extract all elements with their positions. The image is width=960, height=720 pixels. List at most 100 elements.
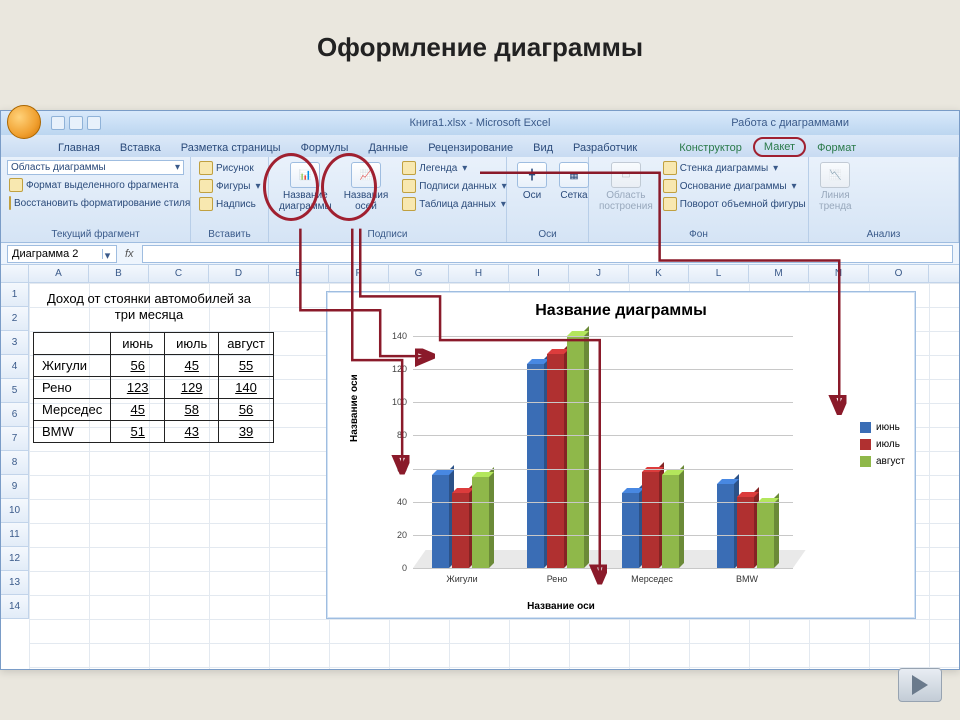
bar[interactable]	[432, 475, 449, 568]
axis-titles-button[interactable]: 📈 Названия осей	[340, 160, 393, 214]
tab-review[interactable]: Рецензирование	[419, 139, 522, 157]
bar[interactable]	[642, 472, 659, 568]
col-header[interactable]: B	[89, 265, 149, 282]
table-cell[interactable]: 140	[219, 376, 274, 398]
table-cell[interactable]: 123	[111, 376, 165, 398]
col-header[interactable]: N	[809, 265, 869, 282]
table-cell[interactable]: 58	[165, 398, 219, 420]
table-cell[interactable]: BMW	[34, 420, 111, 442]
y-axis-title[interactable]: Название оси	[349, 374, 360, 442]
qat-save-icon[interactable]	[51, 116, 65, 130]
row-header[interactable]: 2	[1, 307, 29, 331]
table-cell[interactable]: Жигули	[34, 354, 111, 376]
table-cell[interactable]: 39	[219, 420, 274, 442]
table-cell[interactable]: 129	[165, 376, 219, 398]
tab-layout[interactable]: Макет	[753, 137, 806, 157]
row-header[interactable]: 11	[1, 523, 29, 547]
table-cell[interactable]: август	[219, 332, 274, 354]
row-header[interactable]: 10	[1, 499, 29, 523]
bar[interactable]	[662, 475, 679, 568]
row-header[interactable]: 13	[1, 571, 29, 595]
table-cell[interactable]: 45	[111, 398, 165, 420]
row-header[interactable]: 12	[1, 547, 29, 571]
tab-formulas[interactable]: Формулы	[292, 139, 358, 157]
row-header[interactable]: 6	[1, 403, 29, 427]
bar[interactable]	[547, 354, 564, 568]
x-axis-title[interactable]: Название оси	[327, 601, 795, 612]
tab-developer[interactable]: Разработчик	[564, 139, 646, 157]
row-header[interactable]: 4	[1, 355, 29, 379]
office-button[interactable]	[7, 105, 41, 139]
table-cell[interactable]: 43	[165, 420, 219, 442]
table-cell[interactable]: июль	[165, 332, 219, 354]
reset-style-button[interactable]: Восстановить форматирование стиля	[7, 195, 184, 211]
qat-undo-icon[interactable]	[69, 116, 83, 130]
chart-element-dropdown[interactable]: Область диаграммы▾	[7, 160, 184, 175]
bar[interactable]	[717, 484, 734, 569]
bar[interactable]	[737, 497, 754, 568]
gridlines-button[interactable]: ▦Сетка	[555, 160, 593, 203]
col-header[interactable]: K	[629, 265, 689, 282]
table-cell[interactable]: Мерседес	[34, 398, 111, 420]
table-cell[interactable]: Рено	[34, 376, 111, 398]
legend-item[interactable]: июль	[860, 439, 905, 450]
row-header[interactable]: 3	[1, 331, 29, 355]
col-header[interactable]: C	[149, 265, 209, 282]
bar[interactable]	[567, 336, 584, 568]
chart-object[interactable]: Название диаграммы Название оси ЖигулиРе…	[326, 291, 916, 619]
table-cell[interactable]	[34, 332, 111, 354]
legend-item[interactable]: август	[860, 456, 905, 467]
name-box-dropdown-icon[interactable]: ▾	[102, 249, 112, 259]
row-header[interactable]: 1	[1, 283, 29, 307]
col-header[interactable]: O	[869, 265, 929, 282]
chart-title-button[interactable]: 📊 Название диаграммы	[275, 160, 336, 214]
format-selection-button[interactable]: Формат выделенного фрагмента	[7, 177, 184, 193]
tab-page-layout[interactable]: Разметка страницы	[172, 139, 290, 157]
name-box[interactable]: Диаграмма 2 ▾	[7, 245, 117, 263]
insert-shapes-button[interactable]: Фигуры▾	[197, 178, 263, 194]
col-header[interactable]: I	[509, 265, 569, 282]
data-table-button[interactable]: Таблица данных▾	[400, 196, 508, 212]
insert-textbox-button[interactable]: Надпись	[197, 196, 263, 212]
bar[interactable]	[472, 477, 489, 568]
bar[interactable]	[622, 493, 639, 568]
tab-view[interactable]: Вид	[524, 139, 562, 157]
legend-button[interactable]: Легенда▾	[400, 160, 508, 176]
chart-title[interactable]: Название диаграммы	[327, 292, 915, 324]
tab-data[interactable]: Данные	[359, 139, 417, 157]
col-header[interactable]: D	[209, 265, 269, 282]
table-cell[interactable]: 56	[111, 354, 165, 376]
table-cell[interactable]: 45	[165, 354, 219, 376]
insert-picture-button[interactable]: Рисунок	[197, 160, 263, 176]
chart-wall-button[interactable]: Стенка диаграммы▾	[661, 160, 808, 176]
legend-item[interactable]: июнь	[860, 422, 905, 433]
col-header[interactable]: H	[449, 265, 509, 282]
col-header[interactable]: A	[29, 265, 89, 282]
table-cell[interactable]: 56	[219, 398, 274, 420]
row-header[interactable]: 14	[1, 595, 29, 619]
col-header[interactable]: J	[569, 265, 629, 282]
next-slide-button[interactable]	[898, 668, 942, 702]
tab-home[interactable]: Главная	[49, 139, 109, 157]
table-cell[interactable]: июнь	[111, 332, 165, 354]
bar[interactable]	[452, 493, 469, 568]
plot-area[interactable]: ЖигулиРеноМерседесBMW 020406080100120140	[413, 336, 793, 568]
qat-redo-icon[interactable]	[87, 116, 101, 130]
worksheet[interactable]: A B C D E F G H I J K L M N O 1234567891…	[1, 265, 959, 669]
chart-floor-button[interactable]: Основание диаграммы▾	[661, 178, 808, 194]
table-cell[interactable]: 51	[111, 420, 165, 442]
col-header[interactable]: M	[749, 265, 809, 282]
row-header[interactable]: 9	[1, 475, 29, 499]
tab-design[interactable]: Конструктор	[670, 139, 751, 157]
row-header[interactable]: 5	[1, 379, 29, 403]
col-header[interactable]: G	[389, 265, 449, 282]
row-header[interactable]: 7	[1, 427, 29, 451]
table-cell[interactable]: 55	[219, 354, 274, 376]
data-labels-button[interactable]: Подписи данных▾	[400, 178, 508, 194]
row-header[interactable]: 8	[1, 451, 29, 475]
col-header[interactable]: E	[269, 265, 329, 282]
col-header[interactable]: L	[689, 265, 749, 282]
col-header[interactable]: F	[329, 265, 389, 282]
legend[interactable]: июнь июль август	[860, 422, 905, 473]
tab-format[interactable]: Формат	[808, 139, 865, 157]
